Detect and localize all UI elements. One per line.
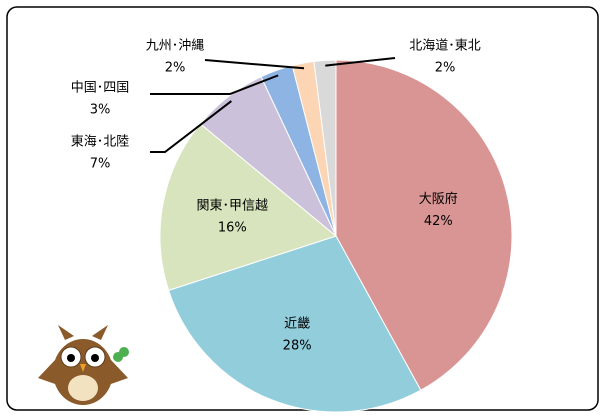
slice-label: 九州･沖縄 — [146, 39, 205, 54]
slice-label: 東海･北陸 — [71, 134, 130, 150]
slice-value: 2% — [435, 61, 456, 76]
slice-label: 大阪府 — [419, 192, 458, 207]
slice-value: 16% — [218, 221, 247, 236]
slice-value: 3% — [90, 103, 111, 118]
chart: 大阪府 42% 近畿 28% 関東･甲信越 16% 東海･北陸 7% 中国･四国 3% 九州･沖縄 2… — [0, 0, 606, 417]
slice-value: 2% — [165, 61, 186, 76]
slice-label: 関東･甲信越 — [197, 198, 269, 214]
slice-value: 42% — [424, 214, 453, 229]
slice-value: 7% — [90, 157, 111, 172]
slice-label: 近畿 — [284, 317, 310, 332]
slice-label: 北海道･東北 — [409, 38, 481, 54]
slice-label: 中国･四国 — [71, 81, 130, 96]
slice-value: 28% — [283, 339, 312, 354]
